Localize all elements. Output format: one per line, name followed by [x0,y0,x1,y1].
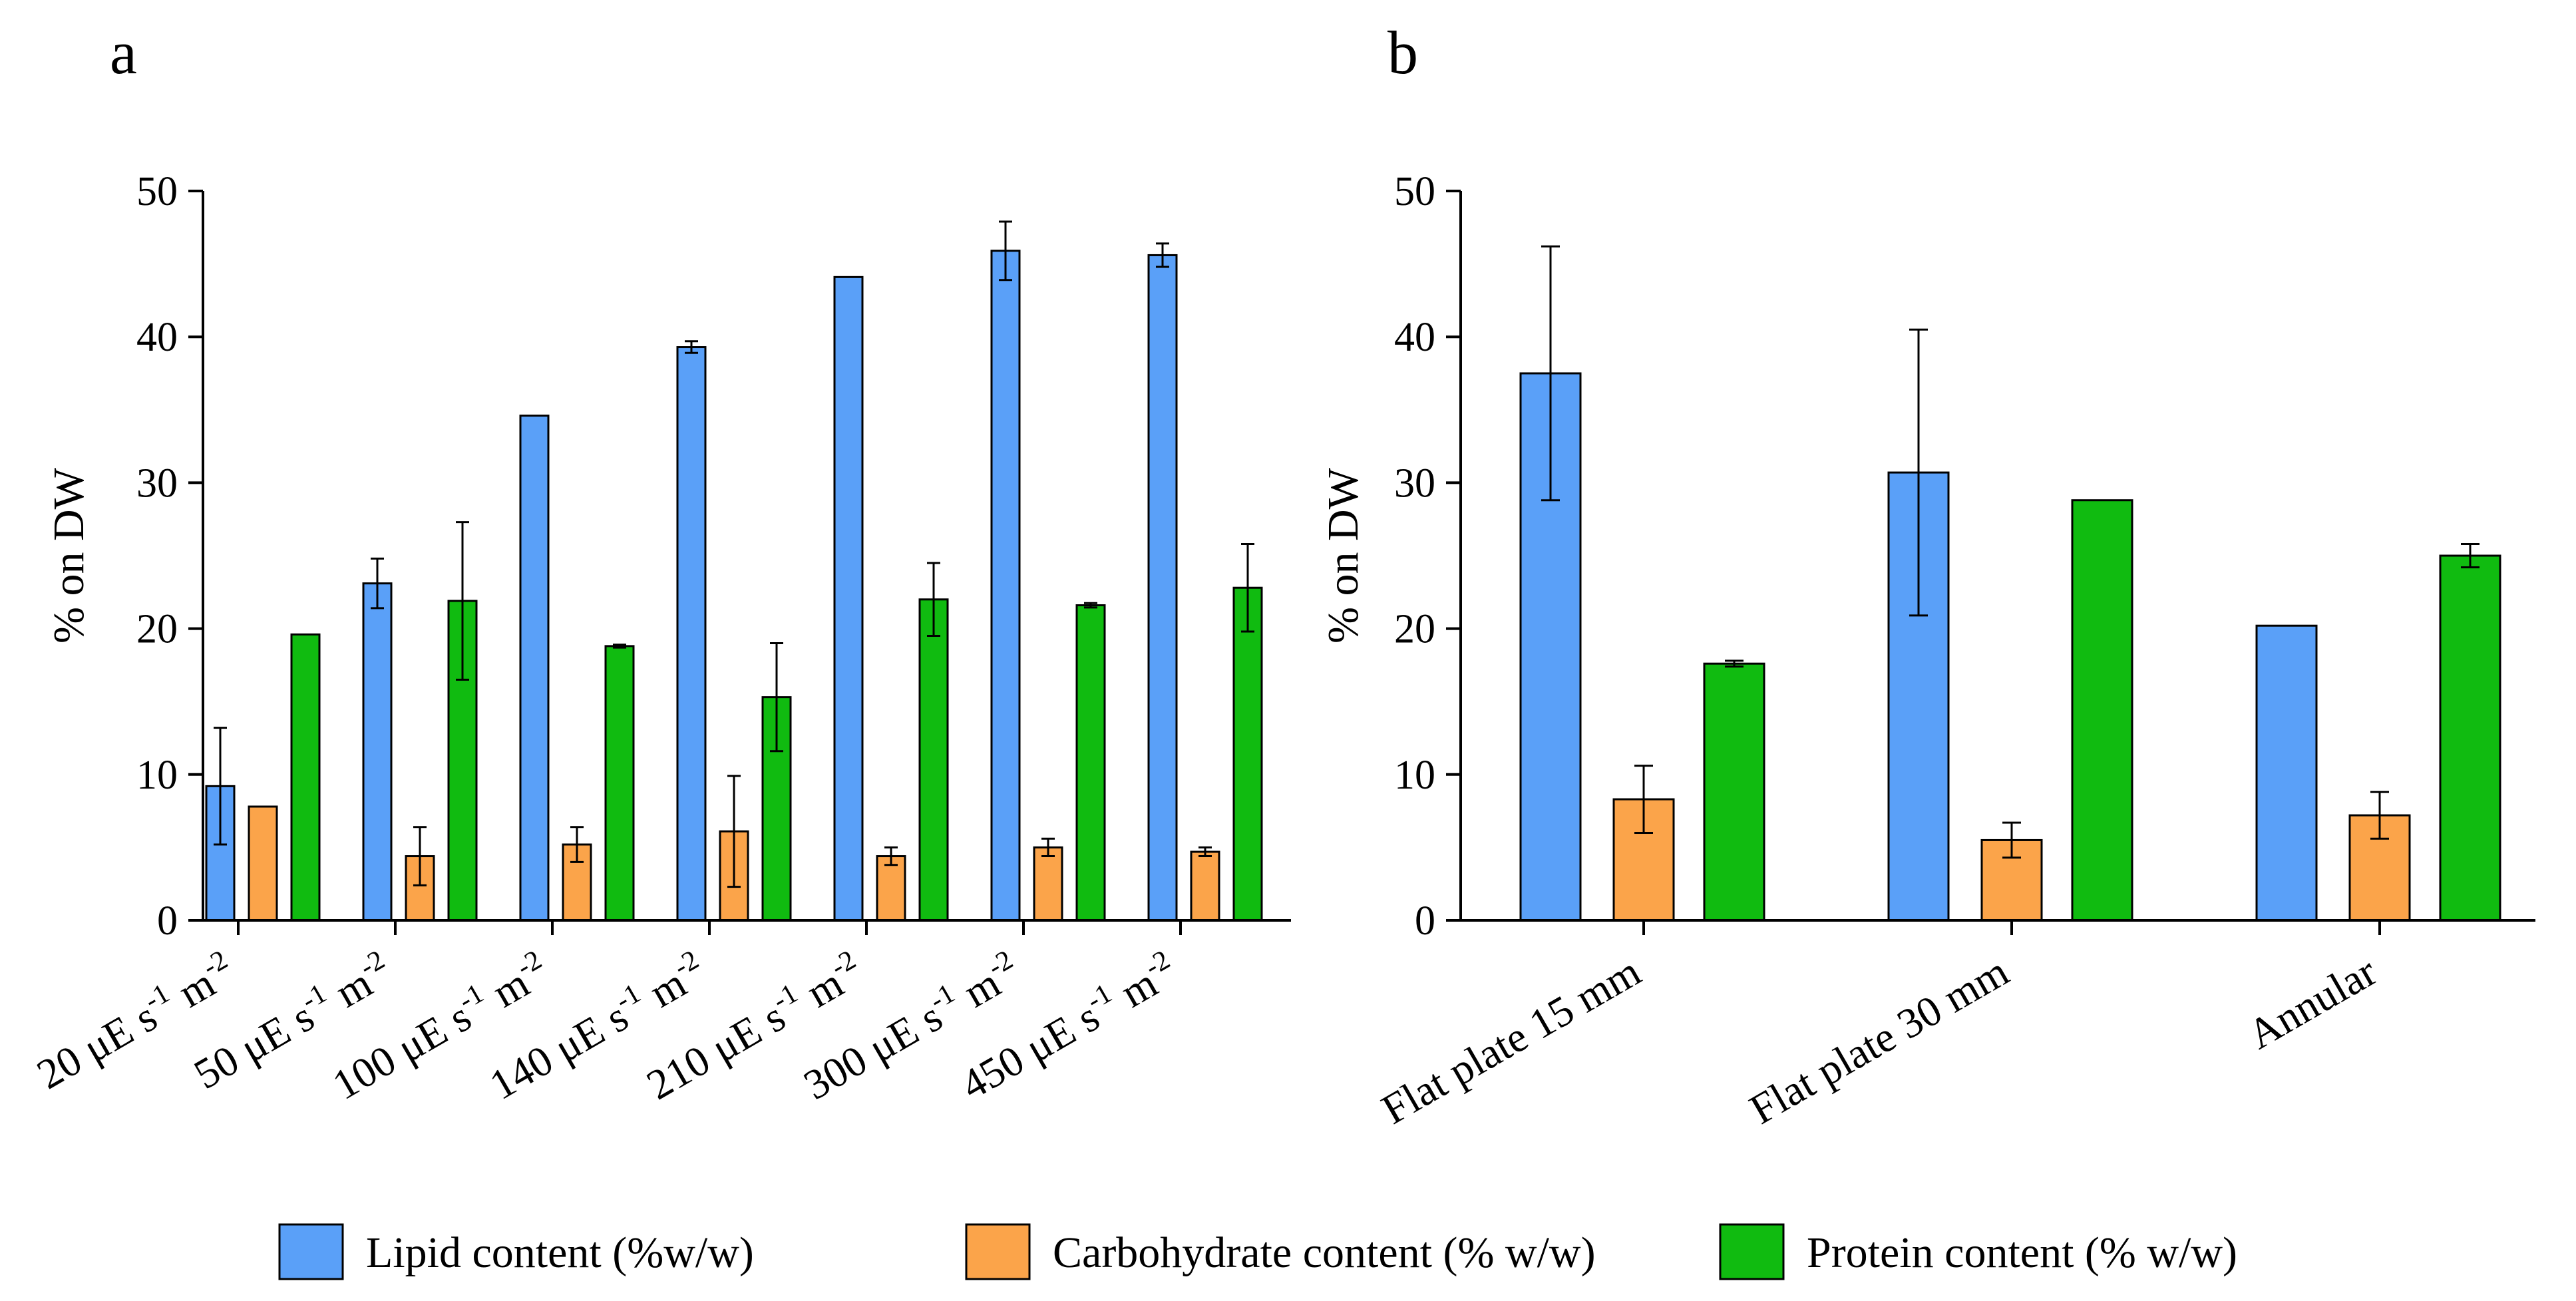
y-tick-label: 0 [1415,898,1435,944]
legend-label: Lipid content (%w/w) [366,1228,754,1277]
y-tick-label: 40 [136,315,178,360]
bar [519,415,550,922]
y-tick-label: 0 [157,898,178,944]
y-axis-label: % on DW [45,467,93,644]
category-text: Flat plate 30 mm [1742,948,2016,1133]
bar [990,250,1021,922]
panel-b: b % on DW 0 10 20 30 40 50 Flat plate 15 mm Flat … [1319,19,2535,1133]
category-text: Flat plate 15 mm [1374,948,1648,1133]
legend-label: Carbohydrate content (% w/w) [1053,1228,1596,1277]
bar [1703,662,1765,922]
bar [833,276,864,922]
category-label: Flat plate 15 mm [1374,948,1648,1133]
bar [2439,554,2501,922]
legend-swatch [965,1223,1031,1280]
category-label: Annular [2240,948,2384,1058]
y-tick-label: 10 [1394,753,1435,798]
y-tick-label: 30 [136,461,178,506]
y-tick-label: 50 [136,169,178,214]
legend-swatch [1719,1223,1785,1280]
bar [1232,586,1263,922]
y-tick-label: 20 [136,607,178,652]
bar [362,582,393,922]
bar [1147,254,1178,922]
bar [604,645,635,922]
legend-swatch [278,1223,344,1280]
bar [1887,471,1950,922]
bar [1033,846,1063,922]
bar [676,346,707,922]
bar [2071,499,2133,922]
y-tick-label: 50 [1394,169,1435,214]
bar [1075,604,1106,922]
bar [918,598,949,922]
bar [248,805,278,922]
panel-letter: a [110,19,137,87]
panel-letter: b [1387,19,1418,87]
y-axis-label: % on DW [1319,467,1368,644]
category-label: Flat plate 30 mm [1742,948,2016,1133]
category-text: Annular [2240,948,2384,1058]
bar [1190,850,1220,922]
legend-label: Protein content (% w/w) [1807,1228,2237,1277]
y-tick-label: 10 [136,753,178,798]
y-tick-label: 20 [1394,607,1435,652]
bar [2255,624,2318,922]
legend: Lipid content (%w/w) Carbohydrate content… [278,1223,2237,1280]
bar [290,633,321,922]
category-text: 20 μE s [29,993,165,1099]
y-tick-label: 30 [1394,461,1435,506]
y-tick-label: 40 [1394,315,1435,360]
